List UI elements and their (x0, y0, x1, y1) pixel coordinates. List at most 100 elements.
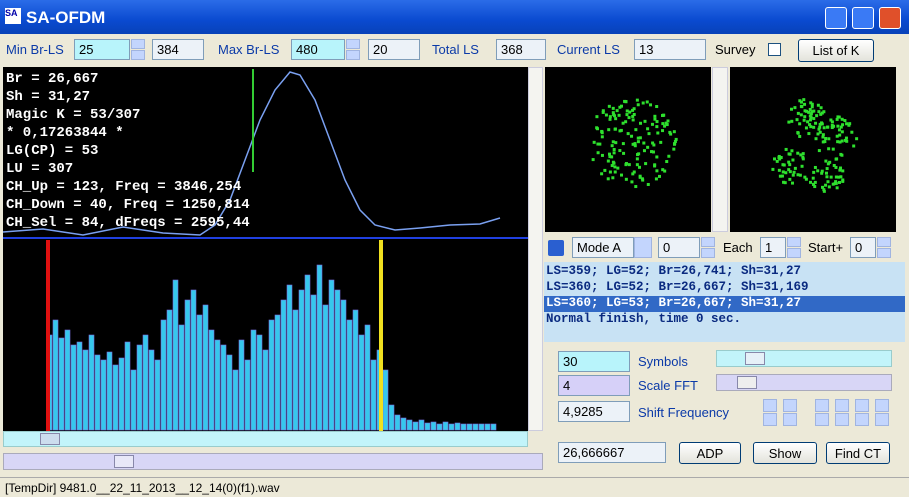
thumb[interactable] (745, 352, 765, 365)
constellation-dot (639, 121, 643, 125)
spin-down[interactable] (701, 248, 715, 258)
spin-down[interactable] (131, 50, 145, 60)
constellation-dot (796, 131, 800, 135)
log-line-selected[interactable]: LS=360; LG=53; Br=26,667; Sh=31,27 (544, 296, 905, 312)
button[interactable]: ADP (679, 442, 741, 464)
input[interactable]: 368 (496, 39, 546, 60)
spectrum-bar (64, 329, 71, 431)
spin-down[interactable] (763, 413, 777, 426)
minimize-button[interactable] (825, 7, 847, 29)
maximize-button[interactable] (852, 7, 874, 29)
spin-up[interactable] (783, 399, 797, 412)
spin-up[interactable] (701, 237, 715, 247)
constellation-dot (808, 118, 812, 122)
constellation-dot (631, 118, 635, 122)
constellation-dot (672, 142, 676, 146)
spin-down[interactable] (877, 248, 891, 258)
constellation (730, 67, 896, 232)
constellation-dot (804, 177, 808, 181)
constellation-dot (836, 124, 840, 128)
constellation-dot (790, 107, 794, 111)
thumb[interactable] (114, 455, 134, 468)
hscroll[interactable] (3, 453, 543, 470)
constellation-dot (827, 185, 831, 189)
constellation-dot (778, 174, 782, 178)
spectrum-bar (94, 354, 101, 431)
constellation-dot (631, 142, 635, 146)
constellation-dot (787, 120, 791, 124)
spin-up[interactable] (855, 399, 869, 412)
constellation-dot (791, 158, 795, 162)
vscroll[interactable] (528, 67, 543, 431)
checkbox[interactable] (768, 43, 781, 56)
constellation-dot (801, 157, 805, 161)
spin-up[interactable] (877, 237, 891, 247)
input[interactable]: 26,666667 (558, 442, 666, 463)
input[interactable]: 0 (850, 237, 876, 258)
log-line[interactable]: LS=360; LG=52; Br=26,667; Sh=31,169 (546, 280, 809, 294)
constellation-dot (834, 181, 838, 185)
thumb[interactable] (40, 433, 60, 445)
input[interactable]: 4 (558, 375, 630, 396)
constellation-dot (634, 185, 638, 189)
spin-down[interactable] (815, 413, 829, 426)
spin-up[interactable] (835, 399, 849, 412)
spin-up[interactable] (346, 39, 360, 49)
input[interactable]: 13 (634, 39, 706, 60)
input[interactable]: 20 (368, 39, 420, 60)
log-line[interactable]: LS=359; LG=52; Br=26,741; Sh=31,27 (546, 264, 802, 278)
constellation-dot (809, 112, 813, 116)
spin-down[interactable] (835, 413, 849, 426)
vscroll[interactable] (712, 67, 728, 232)
log-line[interactable]: Normal finish, time 0 sec. (546, 312, 742, 326)
spectrum-bar (178, 324, 185, 431)
combo-arrow[interactable] (634, 237, 652, 258)
spectrum-bar (478, 423, 485, 431)
spin-down[interactable] (875, 413, 889, 426)
constellation-dot (822, 188, 826, 192)
undo-icon[interactable] (548, 240, 564, 256)
constellation-dot (600, 135, 604, 139)
constellation-dot (653, 117, 657, 121)
constellation-dot (651, 141, 655, 145)
thumb[interactable] (737, 376, 757, 389)
constellation-dot (812, 182, 816, 186)
spectrum-bar (412, 421, 419, 431)
constellation-dot (613, 170, 617, 174)
spin-down[interactable] (787, 248, 801, 258)
spin-up[interactable] (131, 39, 145, 49)
input[interactable]: 25 (74, 39, 130, 60)
slider[interactable] (716, 374, 892, 391)
constellation-dot (607, 152, 611, 156)
button[interactable]: List of K (798, 39, 874, 62)
button[interactable]: Find CT (826, 442, 890, 464)
spin-down[interactable] (855, 413, 869, 426)
spin-up[interactable] (815, 399, 829, 412)
input[interactable]: 0 (658, 237, 700, 258)
constellation-dot (635, 163, 639, 167)
combo[interactable]: Mode A (572, 237, 634, 258)
hscroll[interactable] (3, 431, 528, 447)
spectrum-bar (316, 264, 323, 431)
constellation-dot (656, 131, 660, 135)
input[interactable]: 384 (152, 39, 204, 60)
close-button[interactable] (879, 7, 901, 29)
constellation-dot (822, 110, 826, 114)
spin-up[interactable] (875, 399, 889, 412)
log-list: LS=359; LG=52; Br=26,741; Sh=31,27 LS=360… (544, 262, 905, 342)
spin-down[interactable] (783, 413, 797, 426)
button[interactable]: Show (753, 442, 817, 464)
input[interactable]: 480 (291, 39, 345, 60)
input[interactable]: 1 (760, 237, 786, 258)
input[interactable]: 4,9285 (558, 401, 630, 422)
constellation-dot (630, 180, 634, 184)
spin-up[interactable] (763, 399, 777, 412)
spectrum-bar (430, 421, 437, 431)
constellation-dot (601, 109, 605, 113)
spin-down[interactable] (346, 50, 360, 60)
spin-up[interactable] (787, 237, 801, 247)
slider[interactable] (716, 350, 892, 367)
constellation-dot (810, 110, 814, 114)
constellation-dot (796, 173, 800, 177)
input[interactable]: 30 (558, 351, 630, 372)
